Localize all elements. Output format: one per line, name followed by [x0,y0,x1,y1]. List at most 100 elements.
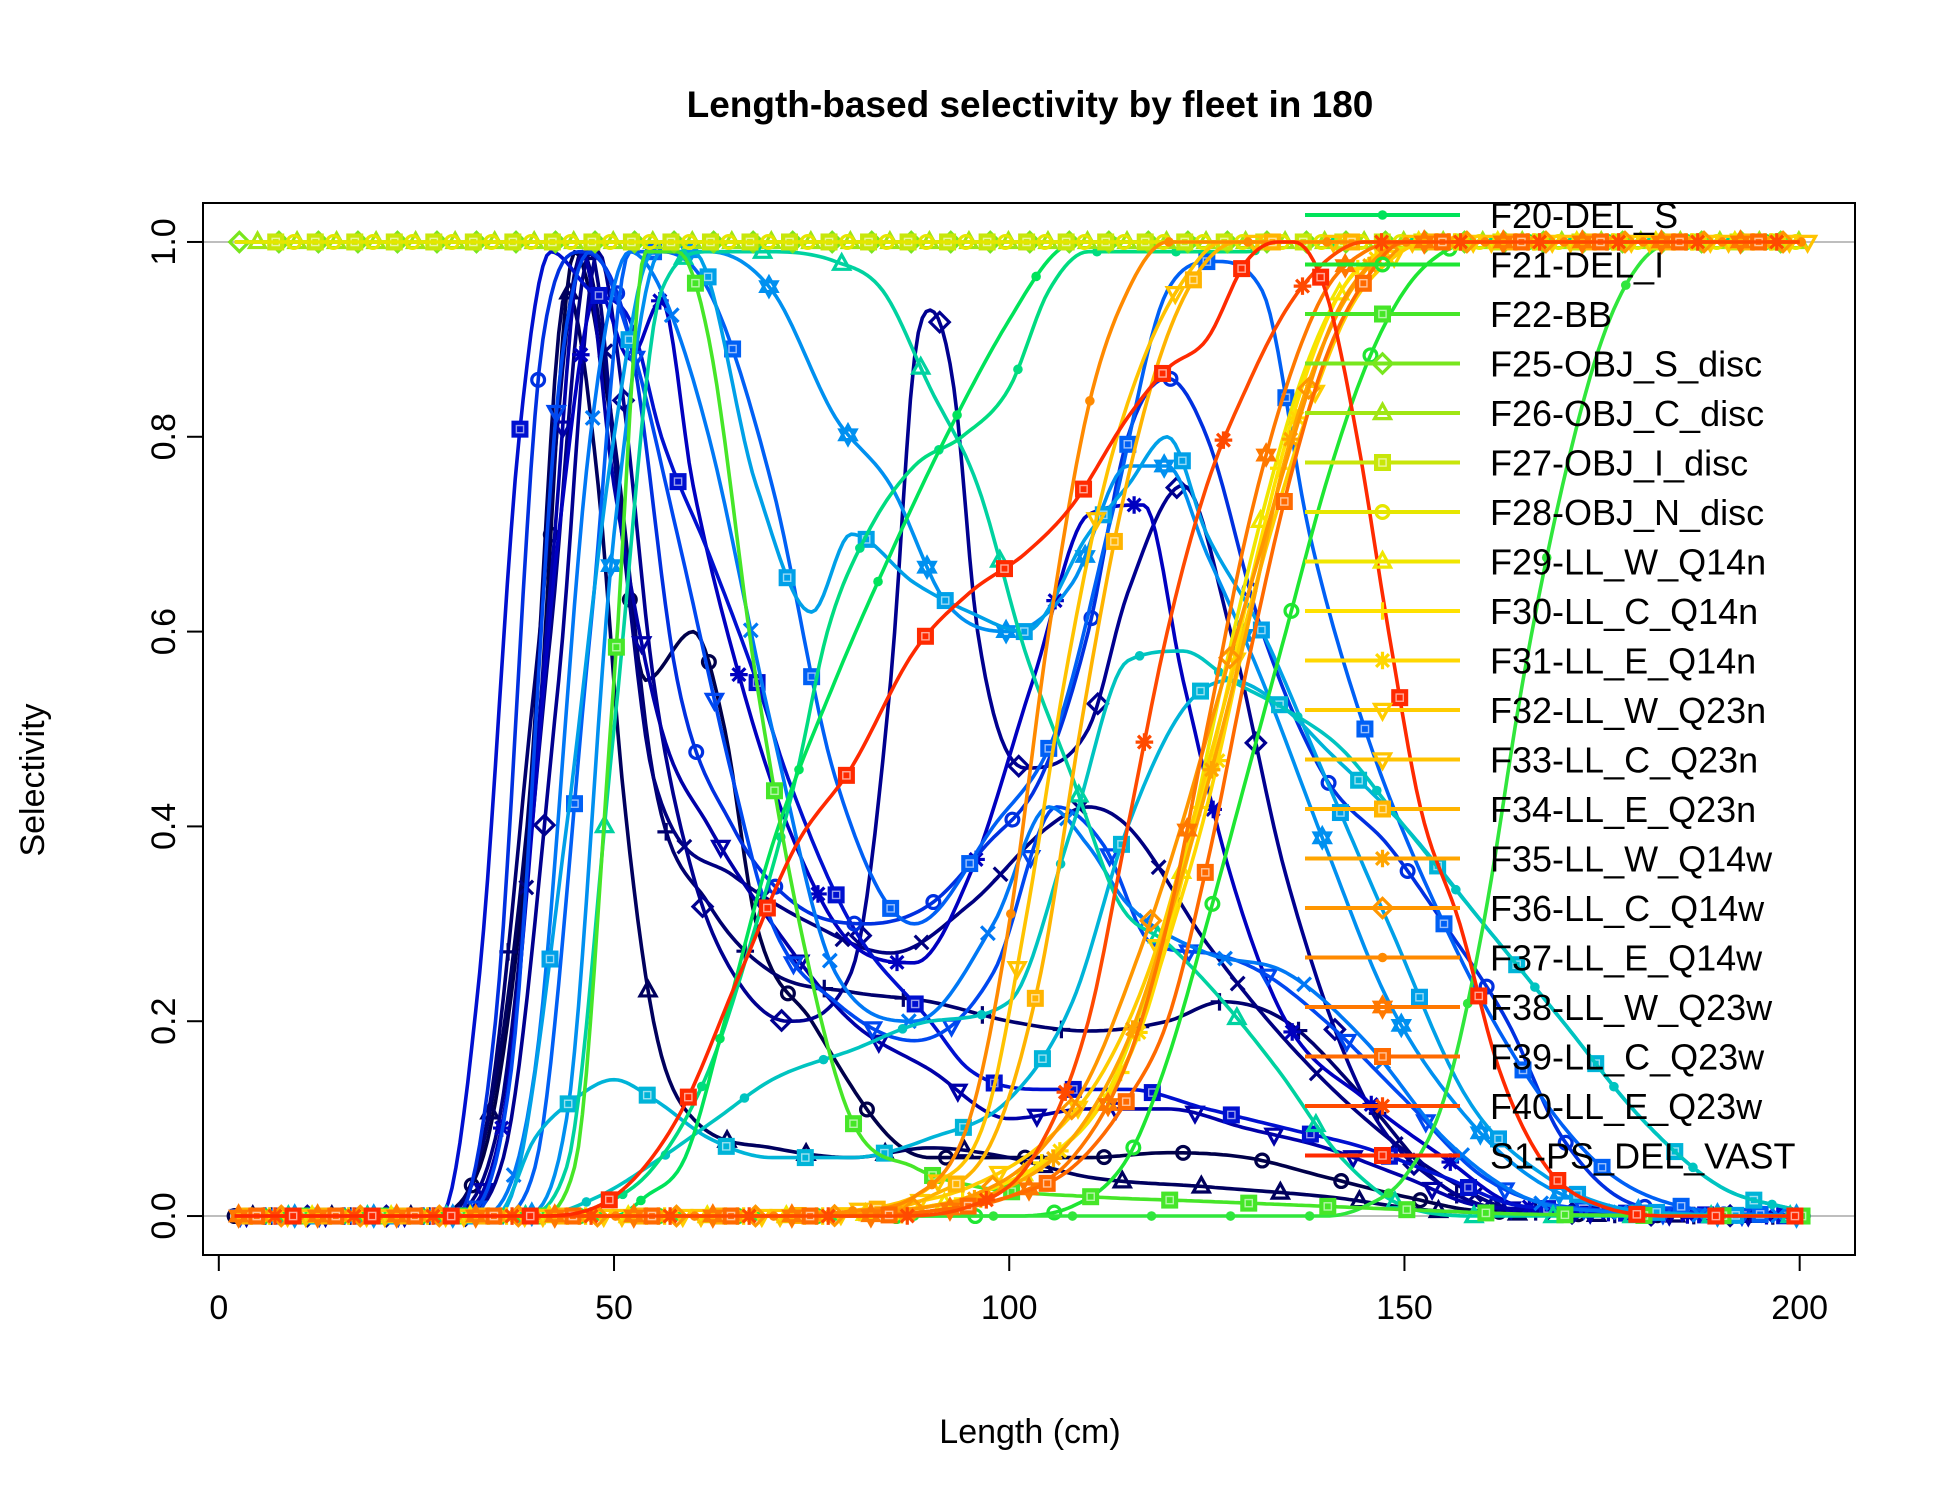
data-point [1435,915,1453,933]
legend-entry: F29-LL_W_Q14n [1305,542,1766,583]
data-point [1328,281,1351,301]
data-point [1469,1119,1492,1146]
data-point [1176,817,1198,843]
data-point [511,420,529,438]
data-point [1319,1197,1337,1215]
data-point [641,233,658,250]
data-point [1413,229,1435,255]
data-point [925,894,942,911]
data-point [898,1207,917,1225]
data-point [532,813,557,837]
data-point [882,899,900,917]
legend-entry: F34-LL_E_Q23n [1305,789,1756,830]
data-point [1192,682,1210,700]
legend-marker [1374,1048,1391,1065]
data-point [1283,1023,1302,1041]
data-point [1514,1061,1532,1079]
data-point [623,1203,645,1229]
data-point [909,355,932,375]
data-point [544,1203,566,1229]
legend-label: F37-LL_E_Q14w [1490,938,1763,979]
data-point [834,931,851,948]
data-point [1383,1188,1394,1199]
legend-label: F28-OBJ_N_disc [1490,492,1764,533]
data-point [1146,1211,1157,1221]
data-point [1451,233,1470,251]
legend-label: F40-LL_E_Q23w [1490,1086,1763,1127]
data-point [363,1207,381,1225]
data-point [758,899,776,917]
data-point [1138,908,1163,933]
data-point [600,1191,618,1209]
data-point [1085,396,1095,406]
data-point [1233,260,1251,278]
data-point [926,1179,937,1190]
data-point [799,233,816,250]
data-point [1240,1194,1258,1212]
y-tick-label: 0.6 [145,608,183,655]
data-point [1256,968,1279,988]
data-point [740,1207,758,1225]
data-point [782,956,805,976]
data-point [837,421,859,448]
data-point [845,1115,863,1133]
data-point [888,953,906,972]
data-point [751,239,774,259]
data-point [1412,1192,1429,1209]
data-point [686,274,704,292]
legend-marker [1374,454,1391,471]
legend-label: F35-LL_W_Q14w [1490,839,1773,880]
y-tick-label: 0.2 [145,998,183,1045]
data-point [818,1054,829,1065]
data-point [1283,602,1300,619]
data-point [584,410,601,426]
data-point [1125,496,1143,514]
data-point [1222,1106,1240,1124]
data-point [1533,1195,1550,1212]
data-point [1402,1152,1426,1177]
data-point [1593,1158,1611,1176]
data-point [1530,233,1549,251]
data-point [1322,237,1332,247]
y-tick-label: 0.4 [145,803,183,850]
data-point [906,995,924,1013]
data-point [901,1196,926,1221]
data-point [1421,1181,1443,1202]
legend-label: F39-LL_C_Q23w [1490,1037,1765,1078]
legend-label: F26-OBJ_C_disc [1490,393,1764,434]
y-axis: 0.0 0.2 0.4 0.6 0.8 1.0 [145,218,203,1240]
data-point [696,1081,707,1092]
legend-marker [1371,702,1394,723]
legend-label: F36-LL_C_Q14w [1490,888,1765,929]
legend-entry: F37-LL_E_Q14w [1305,938,1763,979]
data-point [988,1211,999,1221]
data-point [927,310,952,335]
x-tick-label: 200 [1771,1289,1828,1327]
y-tick-label: 1.0 [145,218,183,265]
data-point [227,230,252,254]
data-point [1082,1188,1100,1206]
legend-entry: F35-LL_W_Q14w [1305,839,1773,880]
plot-frame [202,202,1856,1256]
data-point [521,1207,539,1225]
legend-marker [1371,400,1394,421]
data-point [947,1083,969,1103]
data-point [1275,493,1293,511]
data-point [760,233,777,250]
data-point [582,1207,600,1225]
data-point [1557,1134,1574,1151]
legend-label: F29-LL_W_Q14n [1490,542,1766,583]
data-point [1105,532,1123,550]
data-point [1175,1144,1192,1161]
data-point [1134,650,1145,661]
legend-marker [1373,651,1392,670]
legend-entry: F26-OBJ_C_disc [1305,393,1764,434]
data-point [739,1093,750,1103]
data-point [1254,1152,1271,1169]
legend-entry: F40-LL_E_Q23w [1305,1086,1763,1127]
data-point [1372,233,1391,251]
data-point [1672,1197,1690,1215]
data-point [1097,1091,1119,1118]
data-point [1263,1127,1285,1147]
data-point [1217,950,1233,967]
